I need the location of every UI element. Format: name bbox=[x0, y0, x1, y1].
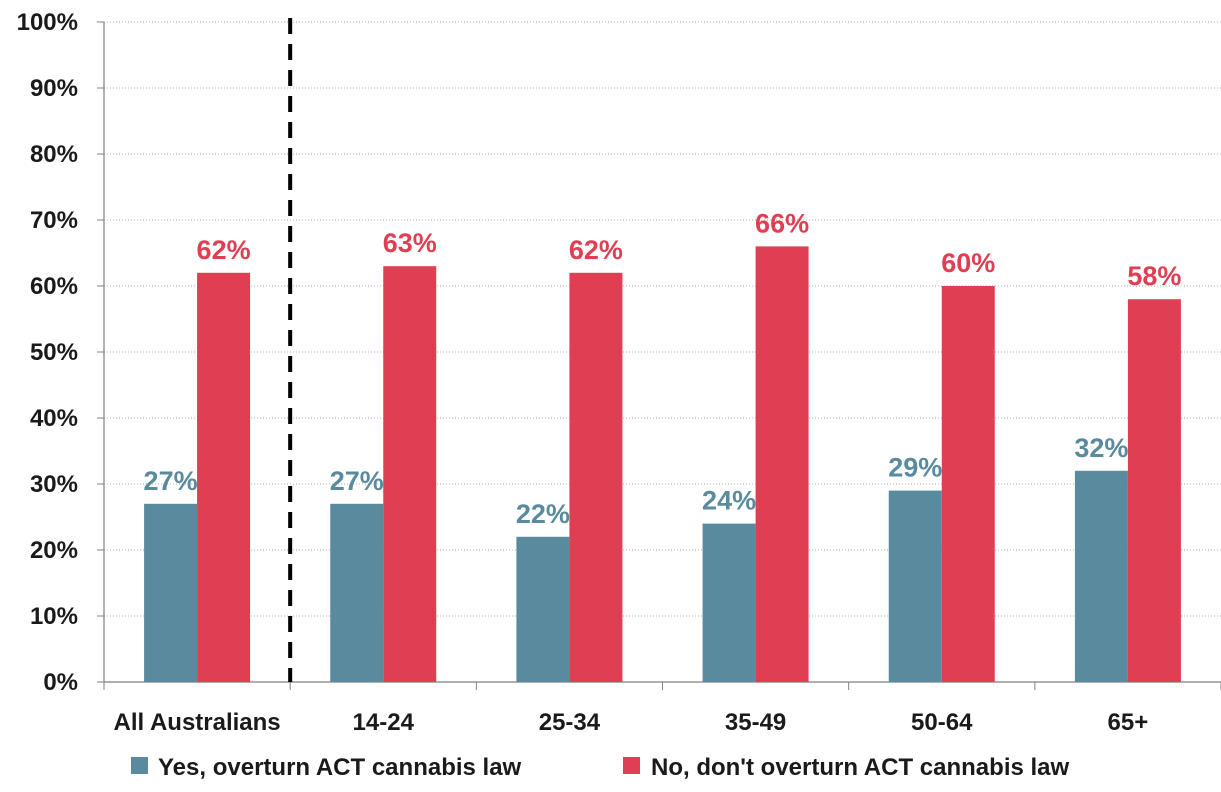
legend-swatch bbox=[623, 757, 640, 774]
bar-yes bbox=[144, 503, 198, 682]
y-tick-label: 50% bbox=[30, 339, 78, 366]
x-tick-label: 14-24 bbox=[353, 709, 415, 736]
bars bbox=[144, 246, 1181, 682]
bar-yes bbox=[888, 490, 942, 682]
legend: Yes, overturn ACT cannabis law No, don't … bbox=[131, 754, 1070, 781]
data-labels: 27% 27% 22% 24% 29% 32% 62% 63% 62% 66% 60% 58% bbox=[144, 208, 1182, 528]
data-label: 29% bbox=[888, 453, 942, 483]
axes: 0% 10% 20% 30% 40% 50% 60% 70% 80% 90% 100% All Aus… bbox=[17, 9, 1221, 736]
y-tick-label: 60% bbox=[30, 273, 78, 300]
y-tick-label: 100% bbox=[17, 9, 78, 36]
x-tick-label: 65+ bbox=[1108, 709, 1149, 736]
legend-swatch bbox=[131, 757, 148, 774]
data-label: 60% bbox=[941, 248, 995, 278]
y-tick-label: 0% bbox=[43, 669, 78, 696]
bar-yes bbox=[516, 536, 570, 682]
data-label: 62% bbox=[569, 235, 623, 265]
x-tick-label: 50-64 bbox=[911, 709, 973, 736]
data-label: 32% bbox=[1074, 433, 1128, 463]
y-tick-label: 10% bbox=[30, 603, 78, 630]
x-tick-label: 35-49 bbox=[725, 709, 786, 736]
data-label: 22% bbox=[516, 499, 570, 529]
legend-label: No, don't overturn ACT cannabis law bbox=[651, 754, 1070, 781]
data-label: 27% bbox=[144, 466, 198, 496]
y-tick-label: 70% bbox=[30, 207, 78, 234]
bar-no bbox=[197, 272, 251, 682]
bar-yes bbox=[702, 523, 756, 682]
grid-lines bbox=[104, 21, 1221, 617]
bar-yes bbox=[1074, 470, 1128, 682]
y-tick-label: 30% bbox=[30, 471, 78, 498]
bar-no bbox=[569, 272, 623, 682]
data-label: 24% bbox=[702, 486, 756, 516]
y-tick-label: 80% bbox=[30, 141, 78, 168]
legend-label: Yes, overturn ACT cannabis law bbox=[158, 754, 522, 781]
data-label: 58% bbox=[1127, 261, 1181, 291]
y-tick-label: 90% bbox=[30, 75, 78, 102]
bar-no bbox=[1127, 299, 1181, 682]
bar-no bbox=[383, 266, 437, 682]
x-tick-label: 25-34 bbox=[539, 709, 601, 736]
data-label: 27% bbox=[330, 466, 384, 496]
bar-no bbox=[941, 286, 995, 682]
data-label: 62% bbox=[197, 235, 251, 265]
x-tick-label: All Australians bbox=[114, 709, 281, 736]
bar-yes bbox=[330, 503, 384, 682]
data-label: 66% bbox=[755, 208, 809, 238]
bar-no bbox=[755, 246, 809, 682]
data-label: 63% bbox=[383, 228, 437, 258]
y-tick-label: 40% bbox=[30, 405, 78, 432]
y-tick-label: 20% bbox=[30, 537, 78, 564]
